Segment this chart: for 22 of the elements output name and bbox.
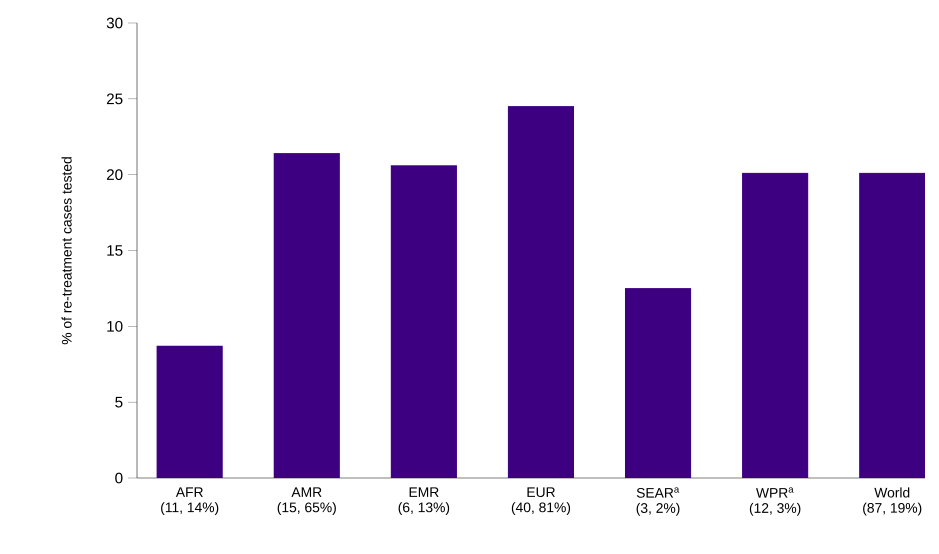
y-tick-label: 15 xyxy=(107,245,122,256)
y-tick-label: 25 xyxy=(106,93,122,104)
y-axis-title: % of re-treatment cases tested xyxy=(62,157,72,344)
x-tick-label: EMR (6, 13%) xyxy=(398,487,450,515)
bar xyxy=(274,153,340,478)
x-tick-label: EUR (40, 81%) xyxy=(512,487,570,515)
bar xyxy=(508,106,574,478)
y-tick-label: 5 xyxy=(115,396,122,408)
bar xyxy=(859,172,926,478)
bar xyxy=(156,346,223,478)
bar xyxy=(624,288,692,478)
bar xyxy=(390,165,457,478)
x-tick-label: SEAR$^{a}$ (3, 2%) xyxy=(636,487,680,516)
y-tick-label: 10 xyxy=(107,320,122,332)
y-tick-label: 30 xyxy=(106,18,122,28)
x-tick-label: WPR$^{a}$ (12, 3%) xyxy=(750,487,800,516)
x-tick-label: AMR (15, 65%) xyxy=(278,487,336,515)
y-tick-label: 20 xyxy=(106,169,122,180)
bar xyxy=(742,172,808,478)
y-tick-label: 0 xyxy=(115,472,123,484)
x-tick-label: World (87, 19%) xyxy=(863,487,922,516)
x-tick-label: AFR (11, 14%) xyxy=(161,487,218,515)
